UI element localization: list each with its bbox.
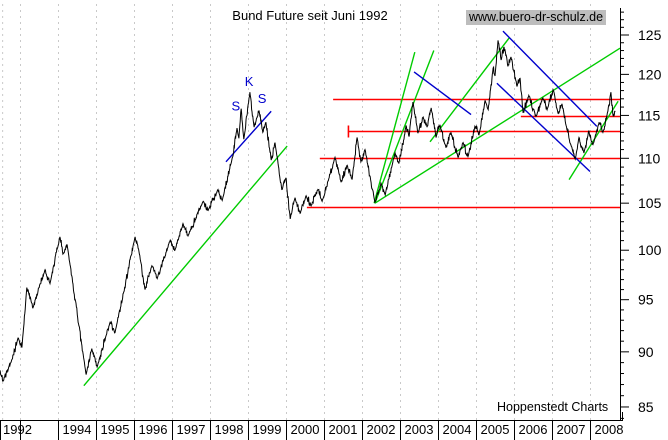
uptrend-line xyxy=(83,145,288,387)
year-label: 2002 xyxy=(367,422,396,437)
year-label: 1995 xyxy=(101,422,130,437)
year-label: 2007 xyxy=(557,422,586,437)
year-label: 2008 xyxy=(595,422,624,437)
year-label: 1992 xyxy=(3,422,32,437)
price-tick-label: 125 xyxy=(638,27,662,43)
grid-lines xyxy=(2,4,591,420)
price-tick-label: 105 xyxy=(638,195,662,211)
year-label: 2006 xyxy=(519,422,548,437)
year-label: 1998 xyxy=(215,422,244,437)
uptrend-line xyxy=(373,51,416,204)
year-label: 1999 xyxy=(253,422,282,437)
downtrend-line xyxy=(413,71,472,116)
price-tick-label: 110 xyxy=(638,150,661,166)
sks-annotations: SKS xyxy=(232,74,267,114)
year-label: 1996 xyxy=(139,422,168,437)
annotation-k: K xyxy=(245,74,254,89)
credit-label: Hoppenstedt Charts xyxy=(497,400,609,414)
watermark-label: www.buero-dr-schulz.de xyxy=(466,10,607,25)
annotation-s: S xyxy=(258,91,267,106)
price-tick-label: 85 xyxy=(638,399,654,415)
year-label: 1994 xyxy=(63,422,92,437)
year-label: 2000 xyxy=(291,422,320,437)
uptrend-line xyxy=(429,37,510,143)
annotation-s: S xyxy=(232,98,241,113)
y-axis: 125 120 115 110 105 100 95 90 85 xyxy=(620,8,662,420)
x-axis: 1992 1994 1995 1996 1997 1998 1999 2000 2001 2002… xyxy=(0,412,623,440)
year-label: 2005 xyxy=(481,422,510,437)
trend-lines xyxy=(83,30,621,387)
price-tick-label: 120 xyxy=(638,66,662,82)
price-tick-label: 90 xyxy=(638,344,654,360)
price-tick-label: 100 xyxy=(638,242,662,258)
chart-title: Bund Future seit Juni 1992 xyxy=(232,8,388,23)
year-label: 1997 xyxy=(177,422,206,437)
uptrend-line xyxy=(568,100,619,180)
year-label: 2001 xyxy=(329,422,358,437)
downtrend-line xyxy=(502,30,598,127)
price-series xyxy=(0,40,616,382)
x-axis-labels: 1992 1994 1995 1996 1997 1998 1999 2000 2001 2002… xyxy=(3,422,623,437)
uptrend-line xyxy=(374,47,621,204)
price-tick-label: 115 xyxy=(638,107,661,123)
year-label: 2004 xyxy=(443,422,472,437)
year-label: 2003 xyxy=(405,422,434,437)
price-tick-label: 95 xyxy=(638,292,654,308)
uptrend-line xyxy=(374,50,435,204)
